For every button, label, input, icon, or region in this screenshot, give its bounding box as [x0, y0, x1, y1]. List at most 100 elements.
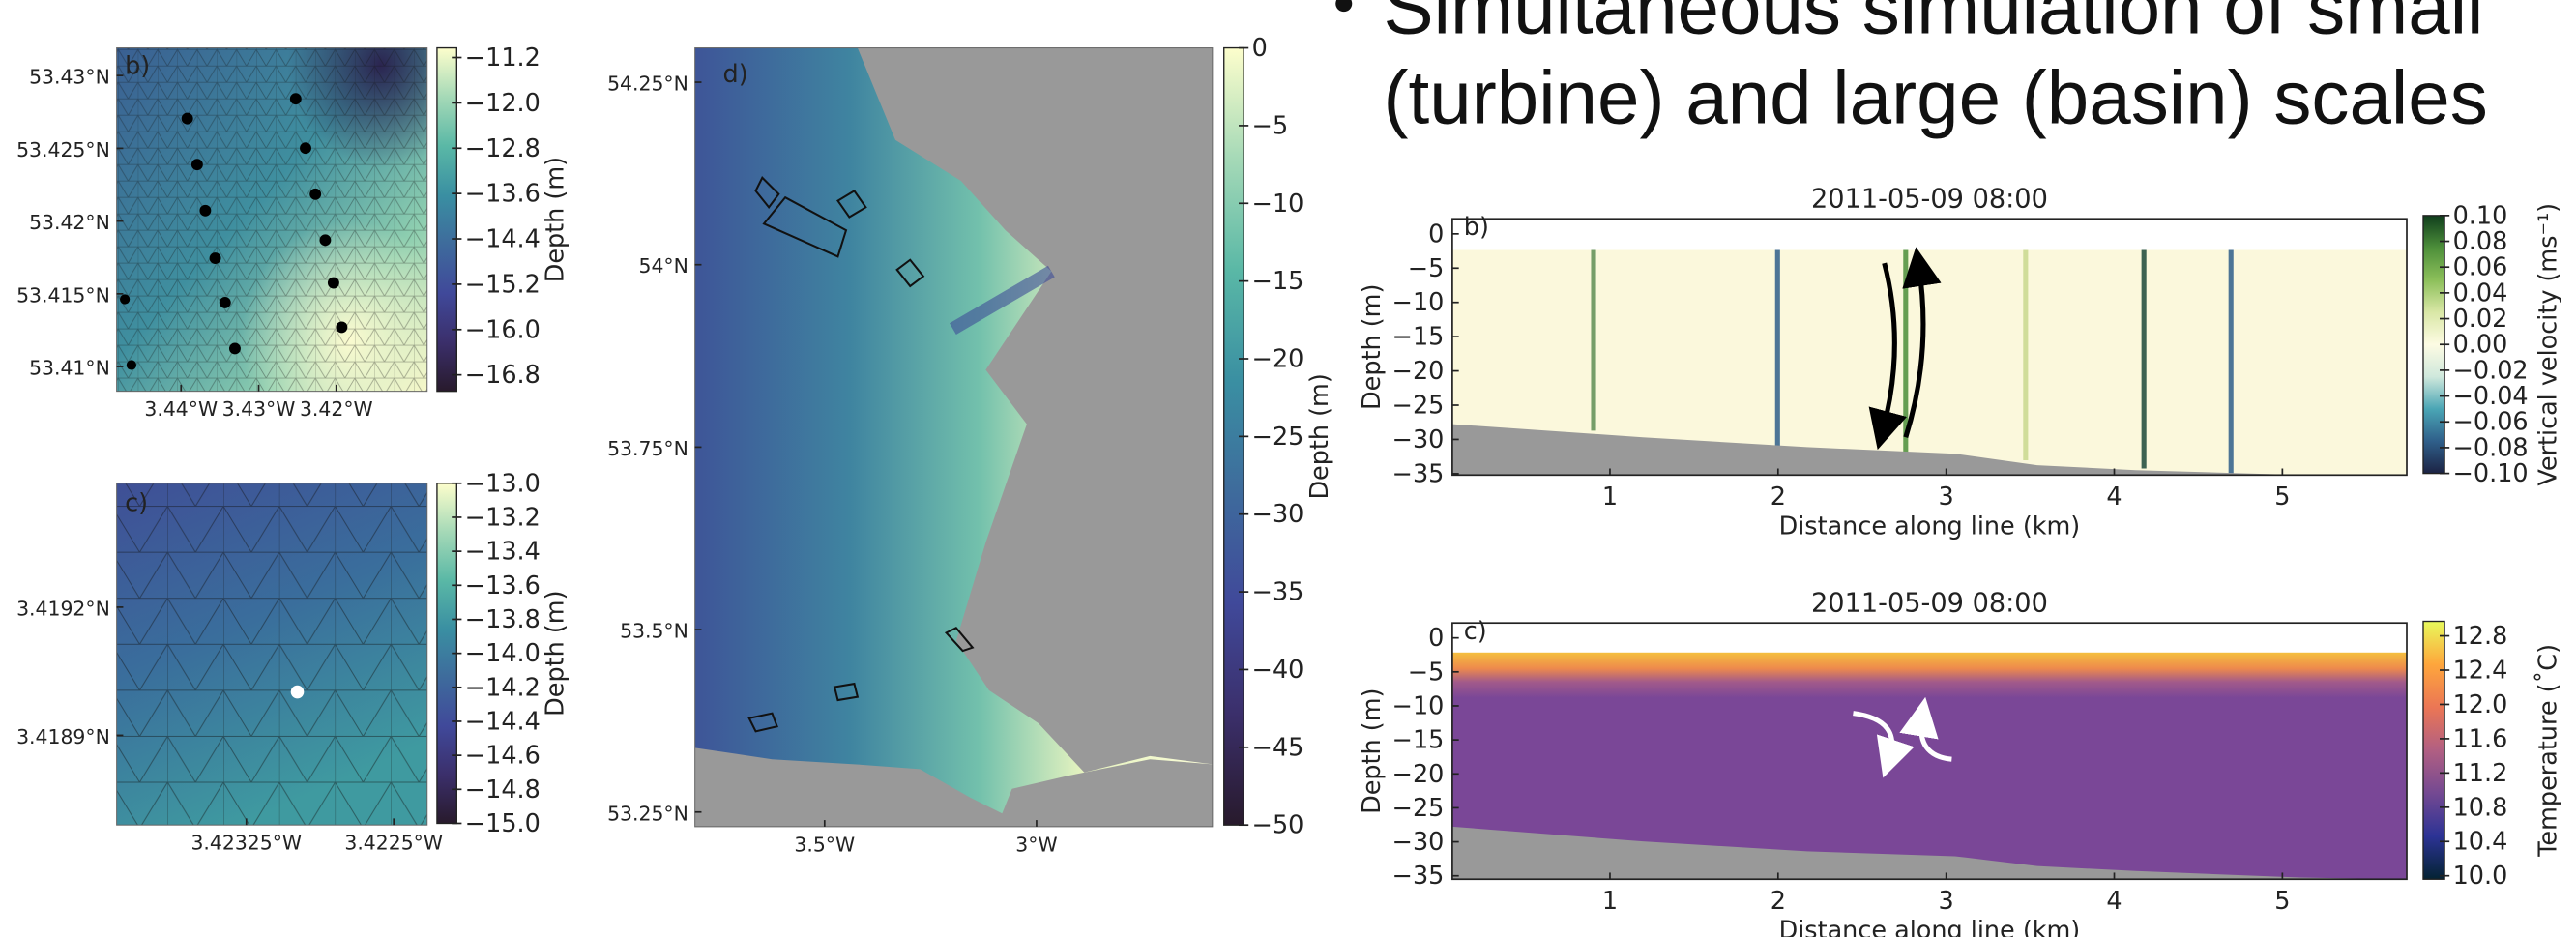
colorbar-tick-label: −11.2	[465, 44, 541, 73]
colorbar-tick-label: −14.8	[465, 776, 541, 805]
colorbar-tick-label: −13.8	[465, 605, 541, 634]
panel-label: c)	[125, 489, 148, 518]
x-axis-label: Distance along line (km)	[1779, 512, 2081, 541]
colorbar-tick-label: −13.2	[465, 503, 541, 532]
colorbar-tick-label: −15.2	[465, 270, 541, 299]
colorbar	[436, 46, 457, 393]
colorbar-tick-label: 12.8	[2453, 622, 2508, 651]
colorbar-tick-label: −12.8	[465, 134, 541, 163]
y-tick-label: −20	[1392, 760, 1445, 789]
x-tick-label: 3.4225°W	[344, 832, 443, 855]
mesh-field	[116, 47, 427, 392]
x-tick-label: 3.42°W	[300, 397, 373, 421]
colorbar-tick-label: −15	[1252, 267, 1304, 296]
y-tick-label: −15	[1392, 323, 1445, 352]
colorbar-tick-label: 10.0	[2453, 862, 2508, 891]
colorbar-label: Vertical velocity (ms⁻¹)	[2534, 203, 2563, 486]
y-tick-label: 3.4192°N	[16, 597, 110, 620]
plot-frame	[1451, 218, 2408, 477]
colorbar-tick-label: −14.4	[465, 707, 541, 736]
y-tick-label: −30	[1392, 828, 1445, 857]
y-tick-label: 53.42°N	[29, 211, 110, 234]
mesh-field	[116, 483, 427, 826]
colorbar-label: Depth (m)	[542, 590, 571, 716]
colorbar-tick-label: −15.0	[465, 809, 541, 838]
bullet: Simultaneous simulation of small (turbin…	[1335, 0, 2488, 140]
x-tick-label: 2	[1771, 887, 1786, 916]
x-axis-label: Distance along line (km)	[1779, 916, 2081, 937]
colorbar-tick-label: −12.0	[465, 89, 541, 118]
colorbar-tick-label: −5	[1252, 111, 1289, 140]
plot-frame	[116, 47, 428, 393]
y-tick-label: 53.5°N	[620, 620, 688, 643]
plot-frame	[694, 47, 1214, 828]
colorbar-tick-label: −14.6	[465, 742, 541, 771]
panel-label: b)	[1464, 213, 1489, 242]
colorbar-tick-label: 0	[1252, 34, 1268, 63]
x-tick-label: 3.42325°W	[190, 832, 302, 855]
colorbar-tick-label: 0.04	[2453, 278, 2508, 307]
colorbar-tick-label: −14.2	[465, 673, 541, 702]
y-tick-label: −5	[1408, 658, 1445, 687]
panel-label: c)	[1464, 617, 1487, 646]
plot-frame	[1451, 622, 2408, 881]
colorbar-tick-label: −16.0	[465, 315, 541, 344]
y-tick-label: 53.415°N	[16, 283, 110, 307]
y-tick-label: 53.25°N	[607, 802, 688, 825]
colorbar-tick-label: 10.4	[2453, 828, 2508, 857]
y-tick-label: −5	[1408, 254, 1445, 283]
y-tick-label: 3.4189°N	[16, 725, 110, 748]
x-tick-label: 2	[1771, 483, 1786, 512]
y-tick-label: −10	[1392, 691, 1445, 720]
colorbar	[2422, 620, 2445, 880]
colorbar-tick-label: 12.0	[2453, 690, 2508, 719]
colorbar-tick-label: −13.0	[465, 469, 541, 498]
colorbar-tick-label: −40	[1252, 656, 1304, 685]
y-tick-label: −25	[1392, 794, 1445, 823]
colorbar-label: Temperature (˚C)	[2534, 644, 2563, 858]
colorbar-tick-label: 0.02	[2453, 305, 2508, 334]
colorbar-tick-label: −0.04	[2453, 382, 2529, 411]
bullet-line: Simultaneous simulation of small	[1384, 0, 2484, 49]
colorbar-tick-label: 11.2	[2453, 759, 2508, 788]
chart-title: 2011-05-09 08:00	[1811, 184, 2048, 214]
x-tick-label: 3	[1939, 887, 1954, 916]
colorbar-tick-label: −20	[1252, 345, 1304, 374]
colorbar-tick-label: 0.06	[2453, 253, 2508, 282]
y-axis-label: Depth (m)	[1358, 688, 1387, 814]
y-axis-label: Depth (m)	[1358, 284, 1387, 410]
colorbar-tick-label: −35	[1252, 578, 1304, 607]
colorbar-tick-label: −0.02	[2453, 356, 2529, 385]
x-tick-label: 3.43°W	[222, 397, 296, 421]
y-tick-label: 0	[1428, 624, 1444, 653]
temperature-field	[1451, 652, 2408, 880]
x-tick-label: 4	[2106, 887, 2122, 916]
colorbar-tick-label: −10	[1252, 190, 1304, 219]
colorbar-tick-label: −0.10	[2453, 459, 2529, 488]
x-tick-label: 5	[2274, 483, 2290, 512]
y-tick-label: 0	[1428, 220, 1444, 249]
colorbar-tick-label: 0.00	[2453, 331, 2508, 360]
colorbar-tick-label: −45	[1252, 733, 1304, 762]
colorbar-tick-label: −13.6	[465, 571, 541, 600]
y-tick-label: 53.425°N	[16, 138, 110, 161]
x-tick-label: 5	[2274, 887, 2290, 916]
colorbar-tick-label: −16.8	[465, 361, 541, 390]
colorbar-tick-label: −14.4	[465, 225, 541, 254]
y-tick-label: −35	[1392, 459, 1445, 488]
x-tick-label: 1	[1602, 887, 1618, 916]
colorbar-tick-label: −13.4	[465, 538, 541, 567]
colorbar-tick-label: −50	[1252, 811, 1304, 840]
bullet-dot	[1335, 0, 1353, 13]
y-tick-label: 53.43°N	[29, 66, 110, 89]
colorbar-tick-label: 12.4	[2453, 657, 2508, 686]
colorbar-tick-label: −14.0	[465, 639, 541, 668]
basin-field	[694, 47, 1213, 827]
colorbar-tick-label: −0.08	[2453, 433, 2529, 462]
colorbar-tick-label: −13.6	[465, 180, 541, 209]
x-tick-label: 3	[1939, 483, 1954, 512]
plot-frame	[116, 483, 428, 826]
chart-title: 2011-05-09 08:00	[1811, 588, 2048, 618]
